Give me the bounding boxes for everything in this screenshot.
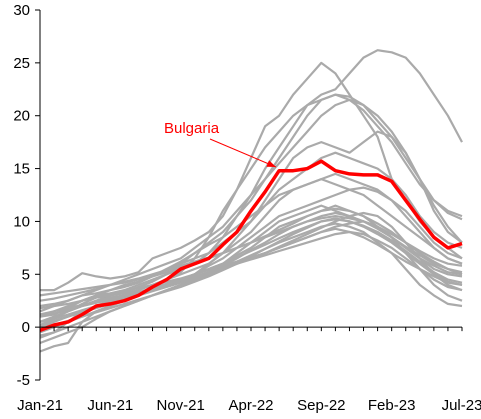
highlight-layer — [39, 159, 463, 332]
annotation-layer: Bulgaria — [164, 120, 277, 168]
series-line-18 — [39, 227, 463, 310]
series-line-19 — [39, 222, 463, 337]
y-tick-label: 5 — [22, 266, 30, 283]
series-line-15 — [39, 220, 463, 345]
x-tick-label: Apr-22 — [228, 397, 273, 414]
y-tick-label: 30 — [13, 2, 30, 19]
y-tick-label: 10 — [13, 213, 30, 230]
y-tick-label: 20 — [13, 108, 30, 125]
x-tick-label: Nov-21 — [156, 397, 204, 414]
x-tick-label: Jan-21 — [17, 397, 63, 414]
bulgaria-annotation-arrow — [209, 138, 277, 168]
series-layer — [39, 49, 463, 353]
y-axis-ticks: -5 0 5 10 15 20 25 30 — [13, 2, 40, 389]
x-tick-label: Jul-23 — [442, 397, 481, 414]
x-axis-ticks: Jan-21 Jun-21 Nov-21 Apr-22 Sep-22 Feb-23 Jul-… — [17, 327, 481, 414]
x-tick-label: Sep-22 — [297, 397, 345, 414]
y-tick-label: 0 — [22, 319, 30, 336]
x-tick-label: Feb-23 — [368, 397, 416, 414]
y-tick-label: 25 — [13, 55, 30, 72]
series-line-20 — [39, 207, 463, 297]
series-line-22 — [39, 218, 463, 316]
series-line-9 — [39, 178, 463, 313]
bulgaria-annotation-label: Bulgaria — [164, 120, 220, 137]
bulgaria-annotation-arrowhead — [266, 160, 276, 167]
bulgaria-series-line — [39, 159, 463, 332]
series-line-6 — [39, 98, 463, 308]
y-tick-label: 15 — [13, 161, 30, 178]
x-tick-label: Jun-21 — [87, 397, 133, 414]
y-tick-label: -5 — [17, 372, 30, 389]
